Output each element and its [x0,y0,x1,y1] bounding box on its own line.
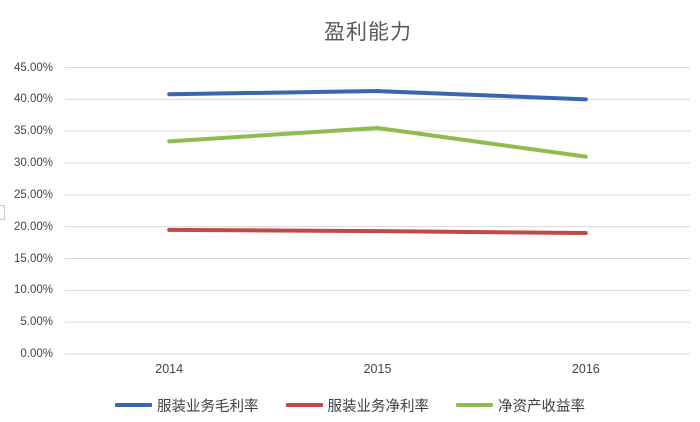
legend-entry: 服装业务净利率 [285,395,430,416]
y-axis-tick-label: 5.00% [20,316,53,329]
legend-line-marker [456,403,493,407]
y-axis-tick-label: 10.00% [13,284,53,297]
y-axis-tick-labels: 0.00% 5.00% 10.00% 15.00% 20.00% 25.00% 30.00%… [0,0,53,422]
legend-entry: 净资产收益率 [456,395,585,416]
legend: 服装业务毛利率 服装业务净利率 净资产收益率 [0,395,700,415]
axis-title-artifact [0,205,5,220]
legend-label: 净资产收益率 [498,398,585,415]
y-axis-tick-label: 0.00% [20,348,53,360]
x-axis-tick-label: 2016 [571,362,600,376]
chart-title: 盈利能力 [324,21,412,44]
y-axis-tick-label: 15.00% [13,252,53,265]
x-axis-tick-label: 2015 [363,362,392,376]
y-axis-tick-label: 25.00% [13,188,53,201]
legend-label: 服装业务毛利率 [157,398,259,415]
y-axis-tick-label: 35.00% [13,125,53,138]
y-axis-tick-label: 40.00% [13,93,53,106]
series-line-净资产收益率 [167,125,588,159]
y-axis-tick-label: 30.00% [13,157,53,169]
x-axis-tick-label: 2014 [155,362,184,376]
legend-line-marker [115,403,152,407]
legend-label: 服装业务净利率 [327,398,430,415]
y-axis-tick-label: 20.00% [13,220,53,233]
legend-line-marker [285,403,323,407]
legend-entry: 服装业务毛利率 [115,395,259,416]
y-axis-tick-label: 45.00% [13,61,53,74]
series-line-服装业务净利率 [167,227,588,236]
series-line-服装业务毛利率 [167,89,588,102]
